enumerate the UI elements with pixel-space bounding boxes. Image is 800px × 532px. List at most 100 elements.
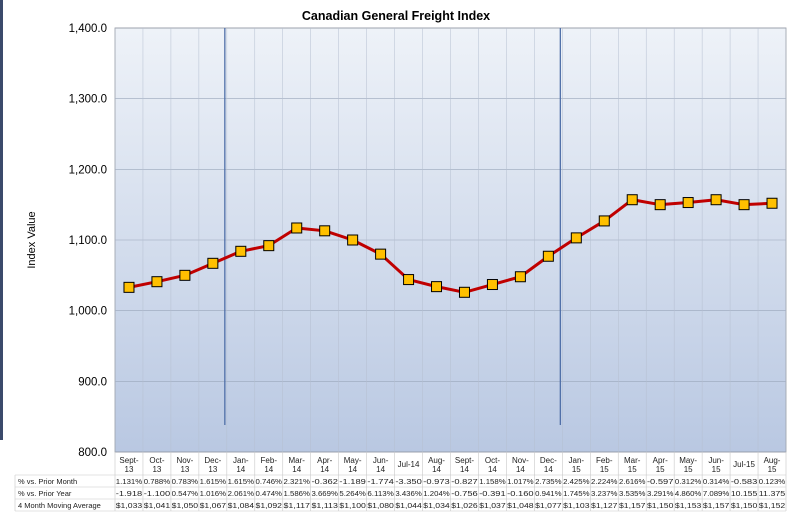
table-cell: $1,100 — [339, 501, 365, 510]
table-cell: 1.586% — [284, 489, 311, 498]
table-cell: $1,084 — [228, 501, 254, 510]
x-tick-label: 14 — [516, 465, 525, 474]
table-cell: 1.158% — [479, 477, 506, 486]
x-tick-label: Sept- — [119, 456, 138, 465]
x-tick-label: 15 — [572, 465, 581, 474]
table-cell: 2.425% — [563, 477, 590, 486]
table-cell: -0.391 — [479, 489, 505, 498]
data-point — [542, 250, 554, 262]
data-point — [570, 232, 582, 244]
y-tick-label: 800.0 — [78, 447, 107, 459]
table-cell: $1,034 — [423, 501, 449, 510]
table-cell: 2.061% — [228, 489, 255, 498]
x-tick-label: Feb- — [596, 456, 613, 465]
table-cell: $1,092 — [256, 501, 282, 510]
x-tick-label: Mar- — [289, 456, 306, 465]
table-cell: 1.131% — [116, 477, 143, 486]
x-tick-label: Dec- — [540, 456, 557, 465]
table-cell: $1,067 — [200, 501, 226, 510]
data-point — [766, 197, 778, 209]
table-cell: 1.615% — [228, 477, 255, 486]
table-cell: 2.321% — [284, 477, 311, 486]
table-cell: $1,157 — [619, 501, 645, 510]
table-cell: -1.774 — [367, 477, 393, 486]
x-tick-label: Nov- — [512, 456, 529, 465]
x-tick-label: Aug- — [428, 456, 445, 465]
x-tick-label: 14 — [292, 465, 301, 474]
table-cell: $1,037 — [479, 501, 505, 510]
table-cell: 3.669% — [311, 489, 338, 498]
data-point — [263, 240, 275, 252]
x-tick-label: May- — [344, 456, 362, 465]
table-cell: -1.100 — [144, 489, 170, 498]
table-cell: $1,044 — [395, 501, 421, 510]
table-row-label: % vs. Prior Year — [18, 489, 72, 498]
data-point — [291, 222, 303, 234]
x-tick-label: 14 — [544, 465, 553, 474]
x-tick-label: Jul-14 — [398, 460, 420, 469]
table-cell: 0.547% — [172, 489, 199, 498]
table-cell: 1.017% — [507, 477, 534, 486]
table-cell: -0.160 — [507, 489, 533, 498]
data-point — [151, 276, 163, 288]
data-point — [319, 225, 331, 237]
x-tick-label: 15 — [768, 465, 777, 474]
table-cell: $1,153 — [675, 501, 701, 510]
x-tick-label: 14 — [348, 465, 357, 474]
x-tick-label: 14 — [320, 465, 329, 474]
table-cell: 0.314% — [703, 477, 730, 486]
x-tick-label: 13 — [125, 465, 134, 474]
x-tick-label: Jul-15 — [733, 460, 755, 469]
data-point — [431, 281, 443, 293]
x-tick-label: 13 — [180, 465, 189, 474]
table-cell: $1,026 — [451, 501, 477, 510]
data-point — [738, 199, 750, 211]
table-cell: $1,152 — [759, 501, 785, 510]
table-cell: $1,150 — [647, 501, 673, 510]
table-cell: $1,157 — [703, 501, 729, 510]
x-tick-label: 13 — [152, 465, 161, 474]
table-cell: 1.204% — [423, 489, 450, 498]
y-tick-label: 1,400.0 — [69, 23, 107, 35]
table-cell: $1,080 — [367, 501, 393, 510]
data-point — [403, 274, 415, 286]
table-cell: 0.123% — [759, 477, 786, 486]
table-cell: 6.113% — [367, 489, 394, 498]
data-point — [514, 271, 526, 283]
table-cell: 3.535% — [619, 489, 646, 498]
y-tick-label: 1,100.0 — [69, 235, 107, 247]
table-cell: 2.735% — [535, 477, 562, 486]
data-point — [626, 194, 638, 206]
x-tick-label: Aug- — [764, 456, 781, 465]
table-cell: 7.089% — [703, 489, 730, 498]
table-cell: $1,117 — [284, 501, 310, 510]
x-tick-label: Jun- — [708, 456, 724, 465]
data-point — [598, 215, 610, 227]
x-tick-label: 14 — [432, 465, 441, 474]
table-cell: 1.745% — [563, 489, 590, 498]
table-cell: $1,150 — [731, 501, 757, 510]
x-tick-label: Dec- — [204, 456, 221, 465]
x-tick-label: 14 — [460, 465, 469, 474]
x-tick-label: 14 — [264, 465, 273, 474]
table-cell: 3.436% — [395, 489, 422, 498]
y-tick-label: 1,200.0 — [69, 164, 107, 176]
x-tick-label: 15 — [684, 465, 693, 474]
table-cell: -0.973 — [423, 477, 449, 486]
x-tick-label: Jan- — [233, 456, 249, 465]
x-tick-label: 13 — [208, 465, 217, 474]
x-tick-label: Jan- — [569, 456, 585, 465]
x-tick-label: Apr- — [653, 456, 668, 465]
table-cell: 0.788% — [144, 477, 171, 486]
x-tick-label: 15 — [656, 465, 665, 474]
left-border — [0, 0, 3, 440]
y-axis-label: Index Value — [26, 211, 38, 268]
x-tick-label: 15 — [712, 465, 721, 474]
y-tick-label: 1,000.0 — [69, 306, 107, 318]
x-tick-label: Feb- — [261, 456, 278, 465]
data-point — [486, 279, 498, 291]
data-point — [179, 269, 191, 281]
y-tick-label: 900.0 — [78, 376, 107, 388]
x-tick-label: Nov- — [176, 456, 193, 465]
